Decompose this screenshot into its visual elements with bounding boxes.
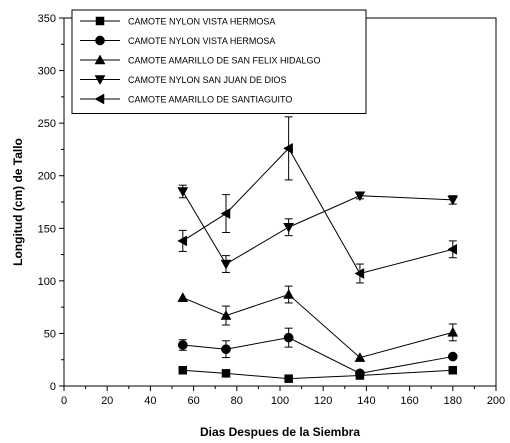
- series-2: [177, 327, 458, 379]
- series-line: [182, 191, 453, 265]
- data-point: [220, 259, 232, 270]
- legend-label: CAMOTE NYLON SAN JUAN DE DIOS: [128, 75, 287, 85]
- data-point: [284, 374, 293, 383]
- x-tick-label: 140: [357, 395, 375, 407]
- legend-marker: [94, 93, 105, 105]
- legend-label: CAMOTE NYLON VISTA HERMOSA: [128, 36, 275, 46]
- data-point: [221, 344, 231, 355]
- legend-marker: [95, 16, 105, 26]
- data-point: [177, 340, 188, 350]
- y-tick-label: 100: [38, 276, 56, 288]
- data-point: [354, 268, 365, 279]
- legend: CAMOTE NYLON VISTA HERMOSA CAMOTE NYLON V…: [71, 9, 367, 114]
- data-point: [447, 351, 458, 362]
- legend-label: CAMOTE AMARILLO DE SANTIAGUITO: [128, 95, 292, 105]
- legend-marker: [94, 75, 106, 86]
- x-axis-title: Dias Despues de la Siembra: [200, 425, 360, 439]
- data-point: [283, 222, 295, 233]
- series-line: [182, 147, 453, 275]
- y-tick-label: 0: [50, 381, 56, 393]
- x-tick-label: 160: [400, 395, 418, 407]
- data-point: [177, 235, 188, 247]
- data-point: [447, 326, 459, 337]
- legend-marker: [95, 35, 105, 46]
- data-point: [283, 142, 293, 154]
- data-point: [283, 289, 295, 299]
- data-point: [220, 310, 232, 320]
- data-point: [354, 352, 366, 362]
- legend-label: CAMOTE NYLON VISTA HERMOSA: [128, 17, 275, 27]
- x-tick-label: 80: [231, 395, 243, 407]
- data-point: [355, 368, 365, 379]
- series-layer: [177, 116, 459, 383]
- x-tick-label: 40: [144, 395, 156, 407]
- series-1: [178, 365, 458, 383]
- y-tick-label: 300: [38, 66, 56, 78]
- x-tick-label: 20: [101, 395, 113, 407]
- legend-box: [71, 9, 367, 114]
- x-tick-label: 200: [487, 395, 505, 407]
- data-point: [447, 195, 459, 206]
- x-tick-label: 60: [187, 395, 199, 407]
- data-point: [354, 191, 366, 202]
- y-tick-label: 50: [44, 328, 56, 340]
- data-point: [283, 332, 294, 343]
- y-tick-label: 250: [38, 118, 56, 130]
- legend-marker: [94, 54, 106, 65]
- data-point: [220, 208, 231, 219]
- data-point: [178, 365, 188, 375]
- axis-ticks: 0 20 40 60 80 100 120 140 160 180 200 0 50 100 150 200 2…: [38, 13, 506, 407]
- y-tick-label: 150: [38, 223, 56, 235]
- y-tick-label: 200: [38, 171, 56, 183]
- y-tick-label: 350: [38, 13, 56, 25]
- data-point: [448, 365, 458, 375]
- x-tick-label: 0: [61, 395, 67, 407]
- series-3: [177, 285, 459, 362]
- data-point: [221, 369, 231, 378]
- x-tick-label: 180: [444, 395, 462, 407]
- legend-label: CAMOTE AMARILLO DE SAN FELIX HIDALGO: [128, 56, 321, 66]
- x-tick-label: 100: [271, 395, 289, 407]
- series-5: [177, 116, 458, 284]
- data-point: [177, 292, 189, 302]
- data-point: [447, 243, 458, 255]
- data-point: [177, 187, 189, 198]
- y-axis-title: Longitud (cm) de Tallo: [11, 138, 25, 266]
- series-4: [177, 184, 459, 273]
- x-tick-label: 120: [314, 395, 332, 407]
